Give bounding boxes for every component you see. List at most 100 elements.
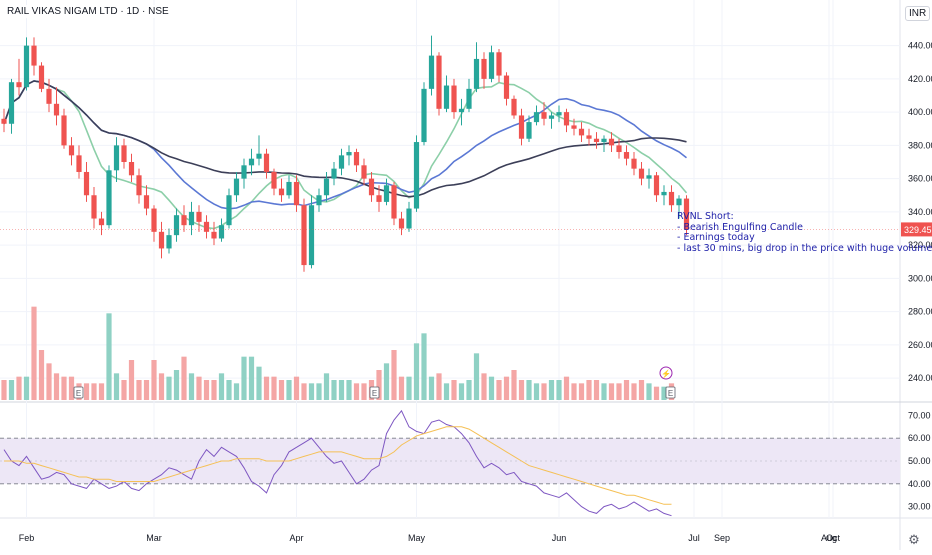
volume-bar (428, 376, 435, 400)
candle-body (166, 235, 172, 249)
earnings-marker-label: E (668, 389, 673, 398)
candle-body (638, 168, 645, 179)
volume-bar (203, 380, 210, 400)
candle-body (518, 115, 525, 139)
candle-body (16, 82, 22, 88)
candle-body (586, 135, 592, 139)
time-tick-label: May (408, 533, 426, 543)
candle-body (188, 211, 195, 226)
candle-body (38, 65, 45, 89)
candle-body (316, 195, 322, 206)
candle-body (406, 208, 412, 229)
rsi-line (3, 409, 672, 517)
candle-body (571, 125, 577, 129)
candle-body (76, 155, 82, 172)
volume-bar (541, 383, 547, 400)
candle-body (593, 138, 600, 143)
volume-bar (68, 376, 75, 400)
volume-bar (173, 370, 180, 400)
volume-bar (436, 373, 442, 400)
price-tick-label: 320.00 (908, 240, 932, 250)
volume-bar (233, 383, 240, 400)
volume-bar (608, 383, 615, 400)
volume-bar (443, 383, 450, 400)
note-title: RVNL Short: (677, 211, 734, 222)
candle-body (481, 58, 487, 79)
candle-body (458, 108, 465, 113)
earnings-marker (369, 386, 380, 399)
candle-body (23, 45, 30, 88)
volume-bar (473, 353, 480, 400)
price-tick-label: 260.00 (908, 340, 932, 350)
candle-body (128, 162, 135, 176)
earnings-marker-label: E (372, 389, 377, 398)
price-tick-label: 440.00 (908, 41, 932, 51)
rsi-tick-label: 40.00 (908, 479, 931, 489)
volume-bar (413, 343, 420, 400)
candle-body (158, 231, 165, 249)
time-tick-label: Mar (146, 533, 162, 543)
currency-label[interactable]: INR (905, 6, 931, 21)
volume-bar (631, 383, 637, 400)
candle-body (136, 175, 142, 196)
candle-body (466, 88, 472, 109)
price-tick-label: 380.00 (908, 140, 932, 150)
note-line: - Earnings today (677, 232, 755, 244)
candle-body (98, 218, 105, 226)
lightning-icon-glyph: ⚡ (661, 369, 671, 379)
volume-bar (601, 383, 607, 400)
volume-bar (308, 383, 315, 400)
volume-bar (346, 380, 352, 400)
volume-bar (451, 380, 457, 400)
time-tick-label: Apr (289, 533, 303, 543)
gear-icon[interactable]: ⚙ (908, 532, 920, 547)
last-price-label: 329.45 (904, 225, 932, 235)
candle-body (308, 205, 315, 266)
volume-bar (421, 333, 427, 400)
candle-body (218, 225, 225, 239)
earnings-marker (73, 386, 84, 399)
volume-bar (488, 376, 495, 400)
volume-bar (158, 373, 165, 400)
candle-body (661, 191, 667, 196)
candle-body (631, 158, 637, 169)
symbol-title[interactable]: RAIL VIKAS NIGAM LTD · 1D · NSE (4, 5, 172, 18)
volume-bar (121, 380, 127, 400)
volume-bar (586, 380, 592, 400)
candle-body (413, 142, 420, 209)
rsi-tick-label: 60.00 (908, 433, 931, 443)
candle-body (616, 145, 622, 153)
candle-body (113, 145, 120, 171)
volume-bar (398, 376, 405, 400)
volume-bar (98, 383, 105, 400)
time-tick-label: Oct (826, 533, 841, 543)
candle-body (668, 191, 675, 206)
candle-body (151, 208, 157, 232)
candle-body (121, 145, 127, 162)
volume-bar (578, 383, 585, 400)
candle-body (533, 112, 540, 123)
volume-bar (218, 373, 225, 400)
candle-body (398, 218, 405, 229)
volume-bar (241, 356, 247, 400)
candle-body (653, 175, 660, 196)
candle-body (608, 138, 615, 146)
candle-body (443, 85, 450, 109)
volume-bar (338, 380, 345, 400)
candle-body (496, 52, 502, 76)
volume-bar (226, 380, 232, 400)
volume-bar (361, 383, 367, 400)
candle-body (278, 188, 285, 196)
candle-body (563, 112, 570, 126)
candle-body (241, 165, 247, 179)
volume-bar (278, 380, 285, 400)
candle-body (53, 103, 60, 116)
candle-body (391, 185, 397, 219)
candle-body (436, 55, 442, 109)
last-price-badge (901, 222, 932, 237)
candle-body (181, 215, 187, 226)
candle-body (353, 152, 360, 166)
candle-body (623, 152, 630, 159)
